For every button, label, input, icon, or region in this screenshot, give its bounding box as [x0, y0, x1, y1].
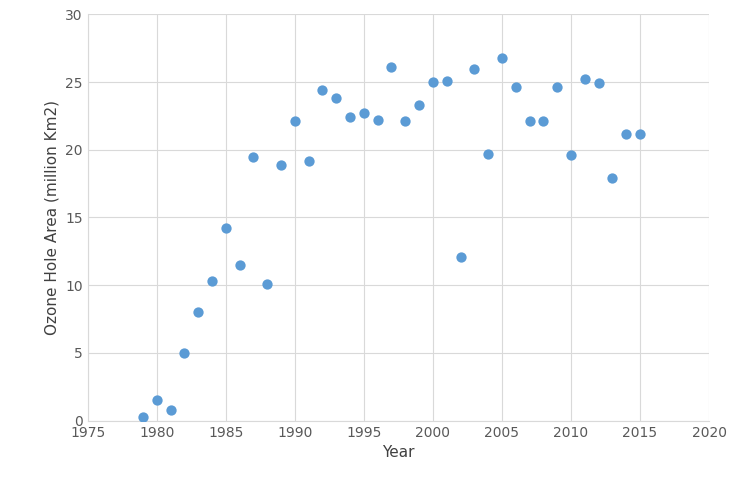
Point: [206, 277, 218, 285]
Point: [234, 261, 246, 269]
X-axis label: Year: Year: [382, 445, 414, 460]
Point: [386, 64, 398, 71]
Point: [192, 308, 204, 316]
Point: [469, 65, 480, 72]
Point: [510, 84, 522, 91]
Point: [427, 78, 439, 86]
Point: [151, 397, 162, 404]
Point: [164, 406, 176, 413]
Point: [413, 101, 425, 109]
Point: [275, 161, 287, 169]
Point: [441, 77, 452, 85]
Point: [137, 413, 149, 421]
Point: [482, 150, 494, 158]
Point: [399, 118, 411, 125]
Point: [607, 174, 618, 182]
Point: [593, 80, 605, 87]
Point: [551, 84, 563, 91]
Point: [372, 116, 384, 124]
Point: [579, 76, 591, 83]
Point: [178, 349, 190, 357]
Point: [621, 130, 632, 137]
Point: [455, 253, 466, 261]
Point: [303, 157, 314, 164]
Point: [537, 118, 549, 125]
Point: [220, 225, 232, 232]
Point: [344, 113, 356, 121]
Point: [330, 95, 342, 102]
Point: [523, 118, 535, 125]
Point: [317, 87, 328, 94]
Point: [289, 118, 300, 125]
Point: [496, 54, 508, 62]
Point: [358, 109, 370, 117]
Point: [248, 153, 260, 161]
Point: [262, 280, 273, 288]
Point: [635, 130, 646, 137]
Y-axis label: Ozone Hole Area (million Km2): Ozone Hole Area (million Km2): [45, 100, 60, 335]
Point: [565, 152, 577, 159]
